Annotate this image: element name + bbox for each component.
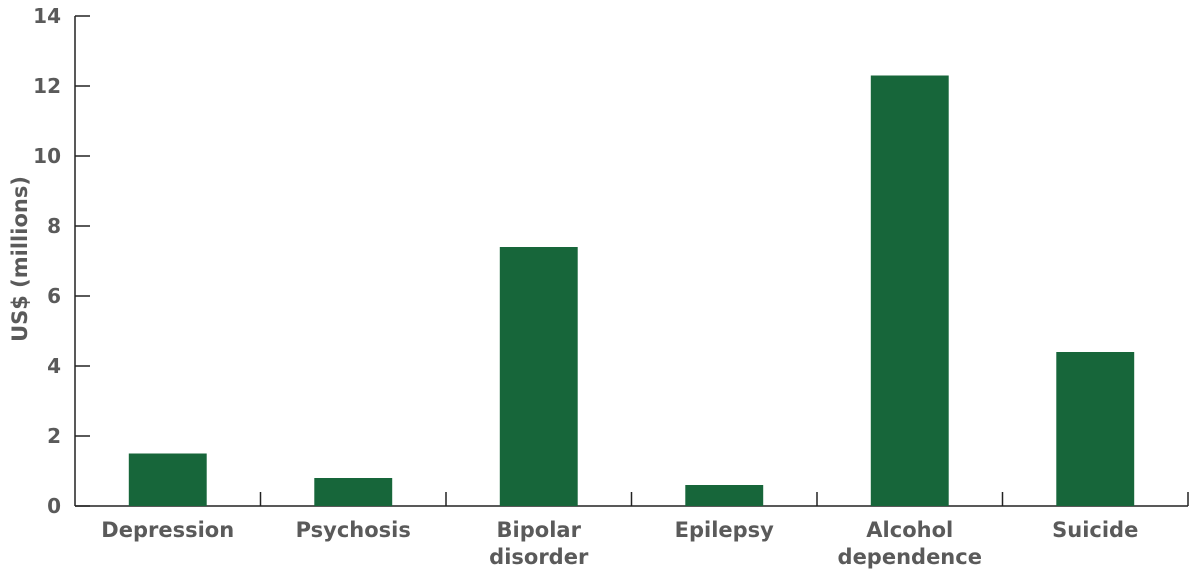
x-category-label: Depression xyxy=(101,518,234,542)
x-category-label-line: Alcohol xyxy=(866,518,953,542)
x-category-label-line: Bipolar xyxy=(497,518,582,542)
bar xyxy=(128,453,207,506)
y-tick-label: 0 xyxy=(47,494,61,518)
bar xyxy=(870,75,949,506)
x-ticks xyxy=(259,492,1189,506)
y-ticks: 0 2 4 6 8 10 12 14 xyxy=(33,4,90,518)
y-axis-title: US$ (millions) xyxy=(8,176,32,342)
x-category-label-line: Psychosis xyxy=(296,518,411,542)
x-category-label-line: Epilepsy xyxy=(675,518,775,542)
y-tick-label: 2 xyxy=(47,424,61,448)
category-labels: Depression Psychosis Bipolar disorder Epilep… xyxy=(101,518,1138,569)
x-category-label: Alcohol dependence xyxy=(838,518,982,569)
y-tick-label: 12 xyxy=(33,74,61,98)
x-category-label: Epilepsy xyxy=(675,518,775,542)
y-tick-label: 6 xyxy=(47,284,61,308)
x-category-label-line: Depression xyxy=(101,518,234,542)
y-tick-label: 14 xyxy=(33,4,61,28)
x-category-label-line: disorder xyxy=(489,545,589,569)
y-tick-label: 10 xyxy=(33,144,61,168)
bar xyxy=(499,247,578,506)
x-category-label: Bipolar disorder xyxy=(489,518,589,569)
y-tick-label: 4 xyxy=(47,354,61,378)
x-category-label: Suicide xyxy=(1052,518,1138,542)
x-category-label-line: Suicide xyxy=(1052,518,1138,542)
bar xyxy=(314,478,393,506)
y-tick-label: 8 xyxy=(47,214,61,238)
bar xyxy=(1056,352,1135,506)
x-category-label-line: dependence xyxy=(838,545,982,569)
bar xyxy=(685,485,764,506)
bars xyxy=(128,75,1135,506)
x-category-label: Psychosis xyxy=(296,518,411,542)
